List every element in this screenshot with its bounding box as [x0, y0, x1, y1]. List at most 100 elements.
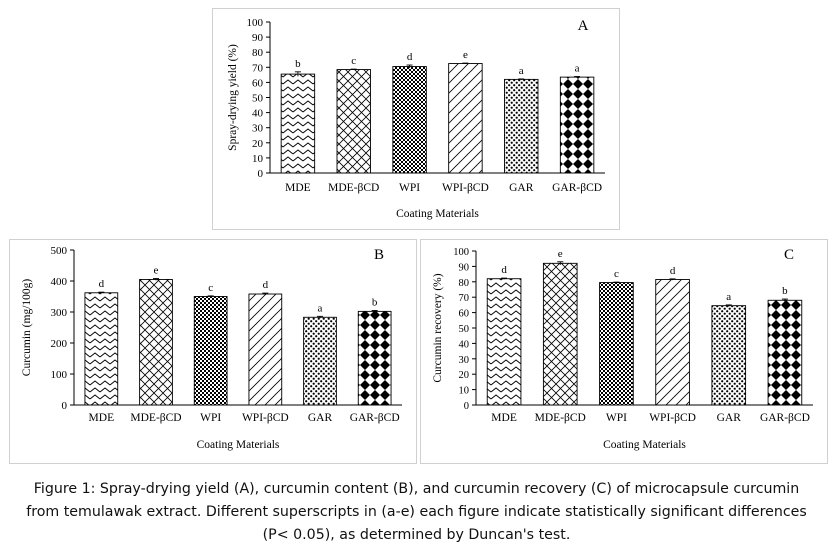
significance-letter: d: [263, 279, 269, 291]
y-tick-label: 70: [459, 293, 470, 304]
y-tick-label: 20: [252, 138, 264, 150]
x-tick-label: GAR-βCD: [552, 182, 602, 194]
significance-letter: e: [558, 248, 563, 260]
y-tick-label: 80: [459, 278, 470, 289]
significance-letter: c: [208, 282, 213, 294]
y-tick-label: 500: [51, 245, 68, 257]
y-tick-label: 30: [252, 123, 264, 135]
bar: [392, 66, 427, 174]
significance-letter: b: [295, 58, 301, 70]
x-tick-label: WPI-βCD: [442, 182, 489, 194]
y-tick-label: 50: [252, 93, 264, 105]
y-tick-label: 10: [252, 153, 264, 165]
significance-letter: c: [614, 268, 619, 280]
x-tick-label: GAR: [509, 182, 534, 194]
caption-line-3: (P< 0.05), as determined by Duncan's tes…: [262, 527, 571, 543]
x-tick-label: MDE-βCD: [130, 412, 181, 424]
y-tick-label: 90: [252, 32, 264, 44]
x-axis-title: Coating Materials: [603, 439, 686, 451]
significance-letter: d: [99, 278, 105, 290]
significance-letter: b: [372, 296, 378, 308]
bar: [542, 262, 578, 406]
chart-b-svg: 0 100 200 300 400 500 d MDE e MDE-βCD c WPI d WPI-βCD…: [21, 245, 402, 451]
x-tick-label: GAR-βCD: [760, 412, 810, 424]
y-tick-label: 100: [453, 247, 469, 258]
bar: [84, 292, 119, 406]
x-tick-label: MDE-βCD: [328, 182, 379, 194]
y-tick-label: 80: [252, 47, 264, 59]
x-tick-label: WPI: [399, 182, 420, 194]
y-tick-label: 30: [459, 355, 470, 366]
x-tick-label: WPI: [200, 412, 221, 424]
x-tick-label: WPI-βCD: [242, 412, 289, 424]
chart-panel-a: 0 10 20 30 40 50 60 70 80 90 100 b MDE c MDE-βCD d WPI e W…: [212, 8, 620, 230]
significance-letter: e: [463, 49, 468, 61]
y-tick-label: 0: [258, 168, 264, 180]
figure-caption: Figure 1: Spray-drying yield (A), curcum…: [8, 478, 825, 547]
x-tick-label: WPI: [606, 412, 627, 424]
bar: [559, 76, 595, 174]
significance-letter: a: [726, 291, 731, 303]
y-tick-label: 50: [459, 324, 470, 335]
bar: [448, 63, 483, 174]
bar: [193, 296, 228, 406]
y-tick-label: 200: [51, 338, 68, 350]
y-axis-title: Curcumin (mg/100g): [21, 279, 33, 377]
significance-letter: a: [575, 63, 580, 75]
y-tick-label: 300: [51, 307, 68, 319]
panel-letter: C: [784, 247, 794, 263]
bar: [139, 279, 173, 406]
x-axis-title: Coating Materials: [197, 439, 280, 451]
y-tick-label: 20: [459, 370, 470, 381]
significance-letter: d: [670, 265, 676, 277]
caption-line-1: Figure 1: Spray-drying yield (A), curcum…: [33, 481, 800, 497]
y-axis-title: Spray-drying yield (%): [227, 44, 239, 151]
y-tick-label: 0: [464, 401, 469, 412]
y-axis-title: Curcumin recovery (%): [432, 273, 444, 382]
y-tick-label: 100: [51, 369, 68, 381]
x-tick-label: MDE-βCD: [535, 412, 586, 424]
bar: [655, 279, 690, 406]
bar: [599, 282, 634, 406]
y-tick-label: 60: [252, 77, 264, 89]
bar: [504, 78, 539, 174]
chart-panel-b: 0 100 200 300 400 500 d MDE e MDE-βCD c WPI d WPI-βCD…: [9, 239, 417, 464]
y-tick-label: 40: [252, 108, 264, 120]
bar: [336, 69, 371, 174]
y-tick-label: 40: [459, 339, 470, 350]
bar: [248, 293, 283, 406]
significance-letter: c: [351, 55, 356, 67]
x-axis-title: Coating Materials: [396, 208, 479, 220]
bar: [303, 316, 337, 406]
x-tick-label: GAR: [717, 412, 742, 424]
x-tick-label: GAR-βCD: [350, 412, 400, 424]
panel-letter: B: [374, 247, 384, 263]
chart-c-svg: 0 10 20 30 40 50 60 70 80 90 100 d MDE e MDE-βCD c WPI d W…: [432, 247, 813, 451]
chart-panel-c: 0 10 20 30 40 50 60 70 80 90 100 d MDE e MDE-βCD c WPI d W…: [420, 239, 828, 464]
y-tick-label: 70: [252, 62, 264, 74]
y-tick-label: 400: [51, 276, 68, 288]
significance-letter: e: [154, 265, 159, 277]
x-tick-label: GAR: [308, 412, 333, 424]
x-tick-label: WPI-βCD: [649, 412, 696, 424]
x-tick-label: MDE: [285, 182, 311, 194]
y-tick-label: 10: [459, 386, 470, 397]
panel-letter: A: [578, 18, 589, 34]
y-tick-label: 0: [62, 400, 68, 412]
y-tick-label: 90: [459, 262, 470, 273]
caption-line-2: from temulawak extract. Different supers…: [26, 504, 807, 520]
x-tick-label: MDE: [89, 412, 115, 424]
significance-letter: b: [782, 285, 788, 297]
bar: [280, 73, 316, 174]
significance-letter: d: [501, 264, 507, 276]
chart-a-svg: 0 10 20 30 40 50 60 70 80 90 100 b MDE c MDE-βCD d WPI e W…: [227, 17, 605, 220]
x-tick-label: MDE: [491, 412, 517, 424]
y-tick-label: 60: [459, 309, 470, 320]
significance-letter: d: [407, 51, 413, 63]
bar: [711, 305, 747, 406]
bar: [767, 299, 803, 406]
significance-letter: a: [519, 65, 524, 77]
bar: [486, 278, 522, 406]
bar: [357, 310, 392, 406]
significance-letter: a: [318, 302, 323, 314]
